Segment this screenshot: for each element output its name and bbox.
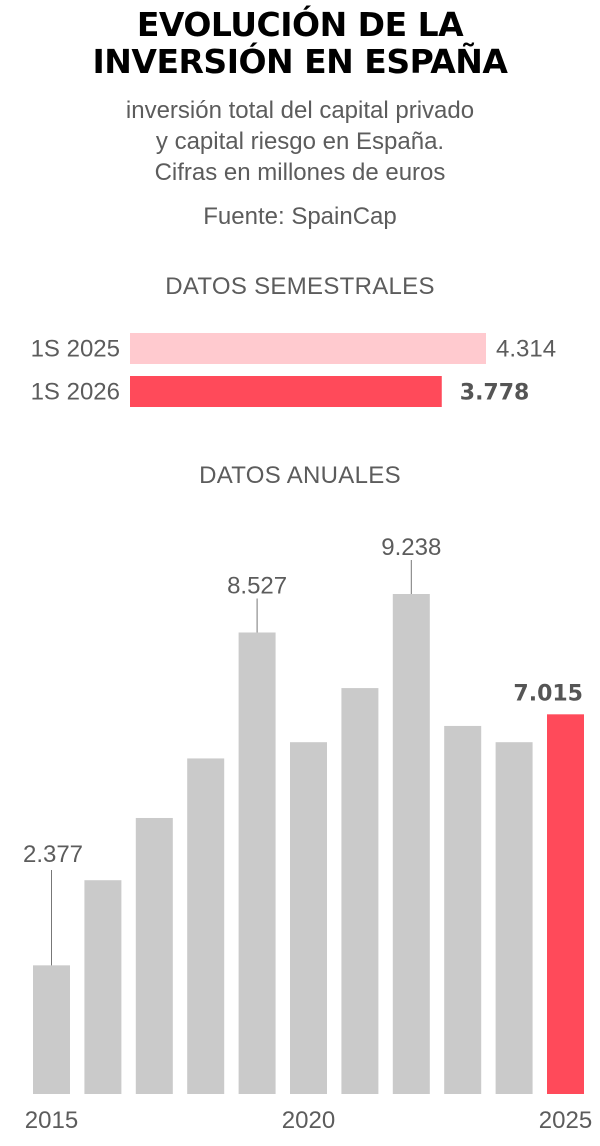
annual-value-label: 2.377 [23,841,83,868]
subtitle-line-2: y capital riesgo en España. [155,128,445,155]
source-note: Fuente: SpainCap [203,203,397,230]
title-line-2: INVERSIÓN EN ESPAÑA [92,42,508,81]
annual-bar [547,714,584,1094]
subtitle-line-1: inversión total del capital privado [125,97,475,124]
semestral-section-title: DATOS SEMESTRALES [165,273,435,300]
annual-section-title: DATOS ANUALES [199,462,401,489]
x-tick-label: 2015 [25,1107,78,1134]
annual-value-label: 9.238 [381,534,441,561]
annual-bar [84,880,122,1094]
annual-bar [495,742,533,1094]
annual-bar [444,725,482,1094]
x-tick-label: 2020 [282,1107,335,1134]
semestral-category-label: 1S 2025 [31,336,120,363]
annual-value-label: 8.527 [227,572,287,599]
subtitle-line-3: Cifras en millones de euros [154,159,446,186]
annual-bar [238,632,276,1094]
semestral-bar [130,376,442,407]
annual-bar [290,742,327,1094]
annual-value-label: 7.015 [513,681,583,706]
annual-bar [135,817,173,1094]
annual-bar [392,594,430,1094]
chart-subtitle: inversión total del capital privado y ca… [0,95,600,188]
chart-title: EVOLUCIÓN DE LA INVERSIÓN EN ESPAÑA [0,6,600,80]
semestral-category-label: 1S 2026 [31,379,120,406]
annual-bar [341,688,379,1094]
semestral-value-label: 4.314 [496,336,556,363]
x-tick-label: 2025 [539,1107,592,1134]
annual-bar [33,965,70,1094]
semestral-value-label: 3.778 [460,381,530,406]
title-line-1: EVOLUCIÓN DE LA [136,5,464,44]
semestral-bar [130,333,486,364]
annual-bar [187,758,225,1094]
